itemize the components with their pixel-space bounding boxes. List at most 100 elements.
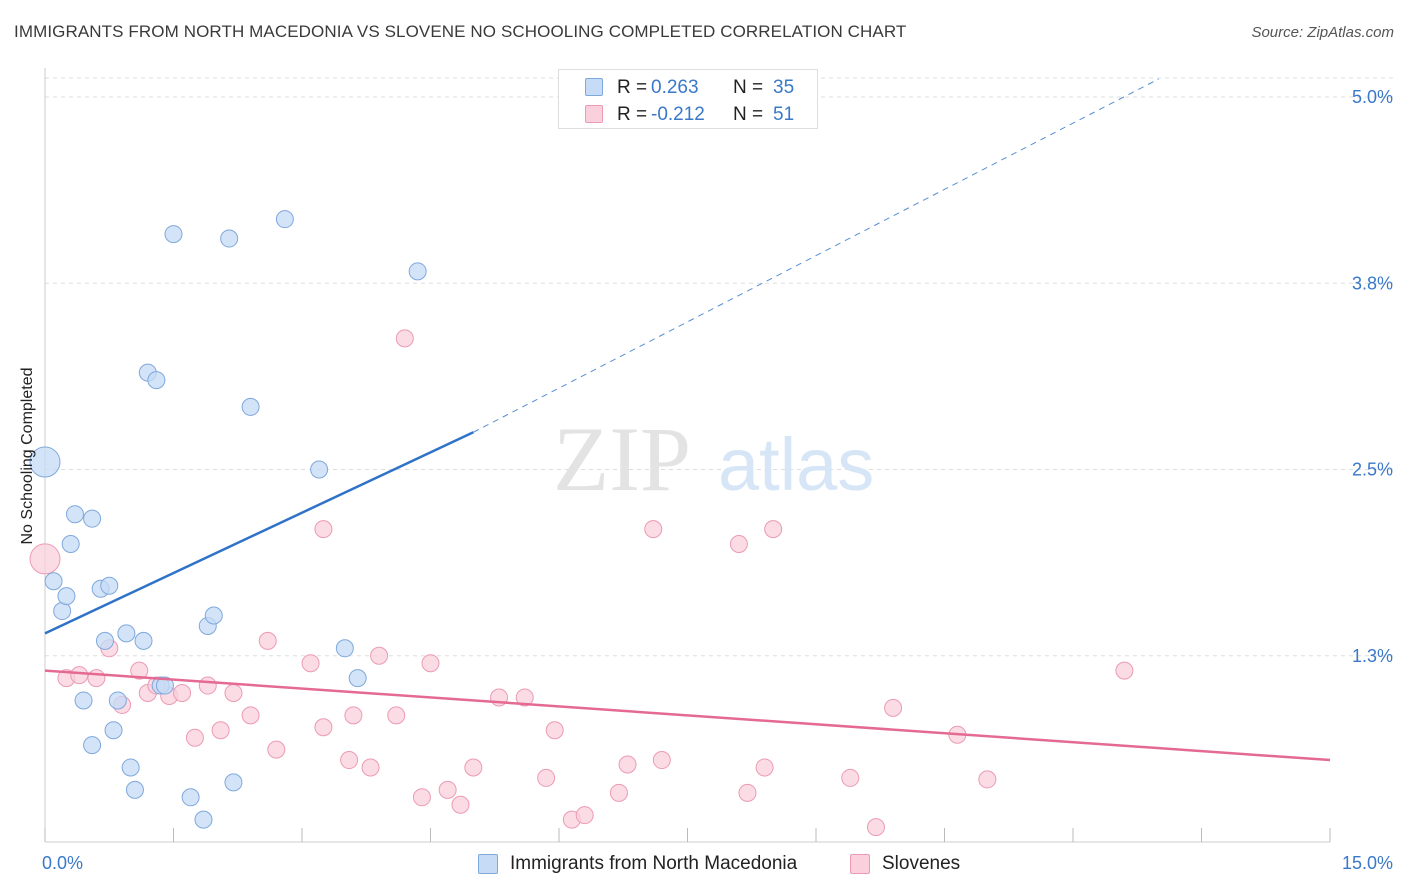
point-slovenes (451, 795, 470, 814)
y-axis-label: No Schooling Completed (19, 367, 36, 545)
grid-layer (45, 77, 1395, 657)
point-slovenes (1115, 661, 1134, 680)
point-slovenes (841, 768, 860, 787)
point-north-macedonia (61, 535, 80, 553)
point-slovenes (267, 740, 286, 759)
point-slovenes (185, 728, 204, 747)
bottom-legend-swatch-pink (850, 854, 870, 874)
point-north-macedonia (220, 229, 239, 248)
point-north-macedonia (108, 691, 127, 710)
y-tick-label: 1.3% (1352, 646, 1393, 666)
tick-labels: 1.3% 2.5% 3.8% 5.0% 0.0% 15.0% (42, 87, 1393, 873)
legend-swatch-pink (585, 105, 603, 123)
point-north-macedonia (164, 225, 183, 244)
legend-box: R = 0.263 N = 35 R = -0.212 N = 51 (558, 69, 818, 129)
point-slovenes (29, 543, 61, 575)
point-slovenes (755, 758, 774, 777)
point-slovenes (241, 706, 260, 725)
watermark-atlas: atlas (718, 423, 874, 506)
points-layer (29, 210, 1134, 837)
chart-title: IMMIGRANTS FROM NORTH MACEDONIA VS SLOVE… (14, 22, 907, 41)
point-slovenes (545, 721, 564, 740)
point-north-macedonia (100, 576, 119, 595)
point-north-macedonia (194, 810, 213, 829)
point-slovenes (764, 520, 783, 539)
point-slovenes (644, 520, 663, 539)
bottom-legend-label: Immigrants from North Macedonia (510, 853, 798, 874)
point-slovenes (130, 661, 149, 680)
point-north-macedonia (155, 676, 174, 695)
point-north-macedonia (57, 587, 76, 606)
point-north-macedonia (104, 721, 123, 740)
bottom-legend-label: Slovenes (882, 853, 961, 874)
point-slovenes (978, 770, 997, 789)
legend-n-value: 35 (773, 77, 795, 98)
point-slovenes (361, 758, 380, 777)
legend-r-value: 0.263 (651, 77, 699, 98)
source-label: Source: ZipAtlas.com (1251, 24, 1394, 41)
legend-swatch-blue (585, 78, 603, 96)
x-tick-label: 15.0% (1342, 853, 1393, 873)
y-tick-label: 5.0% (1352, 87, 1393, 107)
legend-n-value: 51 (773, 104, 795, 125)
point-slovenes (537, 768, 556, 787)
trend-layer (44, 78, 1331, 762)
point-slovenes (344, 706, 363, 725)
point-slovenes (314, 718, 333, 737)
point-slovenes (866, 818, 885, 837)
point-slovenes (370, 646, 389, 665)
point-slovenes (224, 684, 243, 702)
trend-line-north-macedonia-extension (473, 78, 1159, 433)
legend-r-label: R = (617, 104, 648, 125)
point-slovenes (314, 520, 333, 539)
point-north-macedonia (95, 631, 114, 650)
point-north-macedonia (125, 780, 144, 799)
point-slovenes (652, 751, 671, 770)
point-north-macedonia (83, 509, 102, 528)
point-slovenes (395, 329, 414, 348)
point-slovenes (301, 654, 320, 673)
point-slovenes (198, 676, 217, 695)
point-north-macedonia (65, 505, 84, 524)
point-slovenes (340, 751, 359, 770)
point-slovenes (387, 706, 406, 725)
legend-n-label: N = (733, 77, 764, 98)
point-north-macedonia (310, 460, 329, 479)
point-slovenes (87, 669, 106, 688)
point-north-macedonia (83, 736, 102, 755)
point-north-macedonia (204, 606, 223, 625)
point-slovenes (464, 758, 483, 777)
point-slovenes (258, 631, 277, 650)
point-slovenes (884, 698, 903, 717)
trend-line-slovenes (44, 669, 1331, 762)
point-north-macedonia (335, 639, 354, 658)
point-slovenes (738, 783, 757, 802)
point-north-macedonia (241, 397, 260, 416)
y-tick-label: 2.5% (1352, 460, 1393, 480)
point-north-macedonia (181, 788, 200, 807)
point-north-macedonia (147, 371, 166, 390)
point-north-macedonia (53, 602, 72, 621)
point-slovenes (609, 783, 628, 802)
legend-n-label: N = (733, 104, 764, 125)
legend-r-value: -0.212 (651, 104, 705, 125)
x-tick-label: 0.0% (42, 853, 83, 873)
point-north-macedonia (121, 758, 140, 777)
point-slovenes (729, 535, 748, 553)
point-north-macedonia (29, 446, 61, 478)
point-slovenes (412, 788, 431, 807)
point-north-macedonia (348, 669, 367, 688)
trend-line-north-macedonia (44, 431, 474, 635)
point-slovenes (575, 806, 594, 825)
point-slovenes (438, 780, 457, 799)
point-north-macedonia (134, 631, 153, 650)
legend-r-label: R = (617, 77, 648, 98)
point-north-macedonia (44, 572, 63, 591)
y-tick-label: 3.8% (1352, 273, 1393, 293)
point-slovenes (173, 684, 192, 702)
point-north-macedonia (275, 210, 294, 229)
bottom-legend-swatch-blue (478, 854, 498, 874)
point-slovenes (421, 654, 440, 673)
point-slovenes (515, 688, 534, 707)
